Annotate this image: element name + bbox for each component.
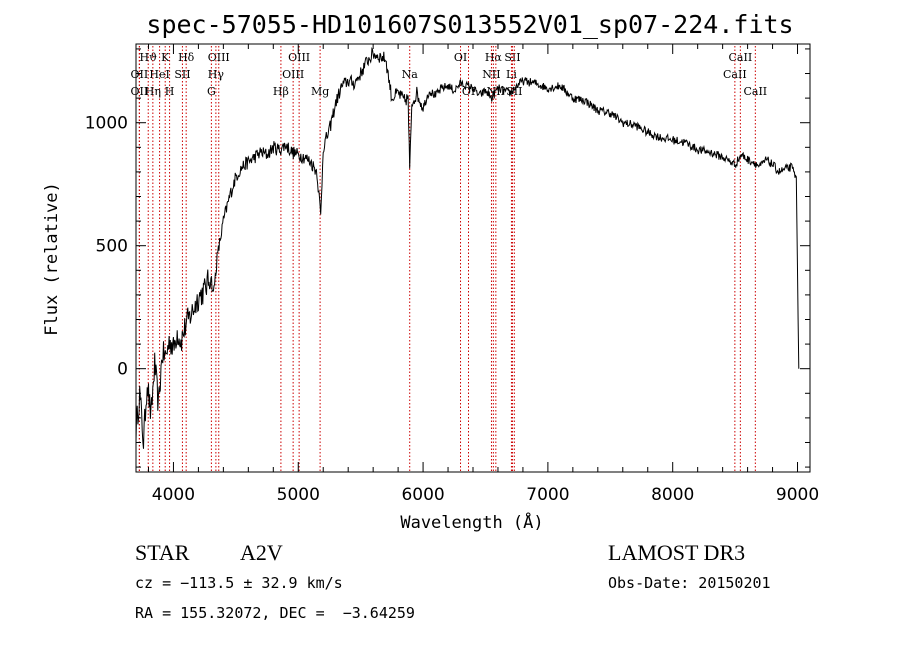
line-marker-label: Hδ	[178, 51, 195, 64]
line-marker-label: G	[207, 85, 216, 98]
line-marker-label: Na	[402, 68, 419, 81]
line-marker-label: SII	[174, 68, 190, 81]
line-marker-label: NII	[482, 68, 500, 81]
line-marker-label: Hγ	[208, 68, 225, 81]
chart-title: spec-57055-HD101607S013552V01_sp07-224.f…	[146, 10, 793, 39]
line-marker-label: H	[165, 85, 175, 98]
line-marker-label: Hβ	[273, 85, 289, 98]
line-marker-label: OI	[454, 51, 467, 64]
cz-value: cz = −113.5 ± 32.9 km/s	[135, 574, 343, 592]
line-marker-label: Li	[506, 68, 517, 81]
object-type: STAR	[135, 540, 190, 565]
line-marker-label: OIII	[288, 51, 310, 64]
y-tick-label: 0	[117, 360, 128, 380]
x-tick-label: 8000	[651, 485, 694, 505]
line-marker-label: Mg	[311, 85, 329, 98]
obs-date: Obs-Date: 20150201	[608, 574, 771, 592]
plot-frame	[135, 43, 811, 473]
line-marker-label: OII	[131, 85, 149, 98]
line-marker-label: Hη	[145, 85, 161, 98]
line-marker-label: OIII	[282, 68, 304, 81]
survey-name: LAMOST DR3	[608, 540, 746, 565]
line-marker-label: CaII	[723, 68, 747, 81]
line-marker-label: CaII	[729, 51, 753, 64]
line-marker-label: SII	[506, 85, 522, 98]
axis-ticks: 4000 5000 6000 7000 8000 9000 0 500 1000	[85, 44, 819, 505]
line-marker-label: SII	[504, 51, 520, 64]
line-marker-label: OIII	[208, 51, 230, 64]
y-axis-label: Flux (relative)	[42, 182, 62, 336]
line-marker-label: Hϑ	[139, 51, 157, 64]
x-tick-label: 7000	[526, 485, 569, 505]
coordinates: RA = 155.32072, DEC = −3.64259	[135, 604, 415, 622]
x-axis-label: Wavelength (Å)	[400, 511, 543, 533]
object-subclass: A2V	[240, 540, 283, 565]
line-marker-label: CaII	[743, 85, 767, 98]
x-tick-label: 5000	[277, 485, 320, 505]
line-marker-label: Hα	[485, 51, 503, 64]
x-tick-label: 9000	[776, 485, 819, 505]
x-tick-label: 4000	[152, 485, 195, 505]
y-tick-label: 1000	[85, 114, 128, 134]
line-marker-label: HeI	[149, 68, 169, 81]
y-tick-label: 500	[96, 237, 128, 257]
line-marker-label: NII	[487, 85, 505, 98]
flux-series-line	[135, 47, 800, 449]
line-marker-label: K	[161, 51, 170, 64]
x-tick-label: 6000	[401, 485, 444, 505]
